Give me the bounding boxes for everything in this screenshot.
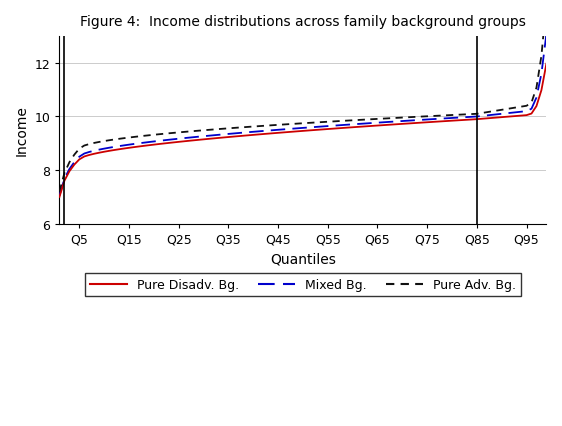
- Title: Figure 4:  Income distributions across family background groups: Figure 4: Income distributions across fa…: [80, 15, 526, 29]
- X-axis label: Quantiles: Quantiles: [270, 252, 336, 265]
- Y-axis label: Income: Income: [15, 105, 29, 156]
- Legend: Pure Disadv. Bg., Mixed Bg., Pure Adv. Bg.: Pure Disadv. Bg., Mixed Bg., Pure Adv. B…: [84, 273, 522, 296]
